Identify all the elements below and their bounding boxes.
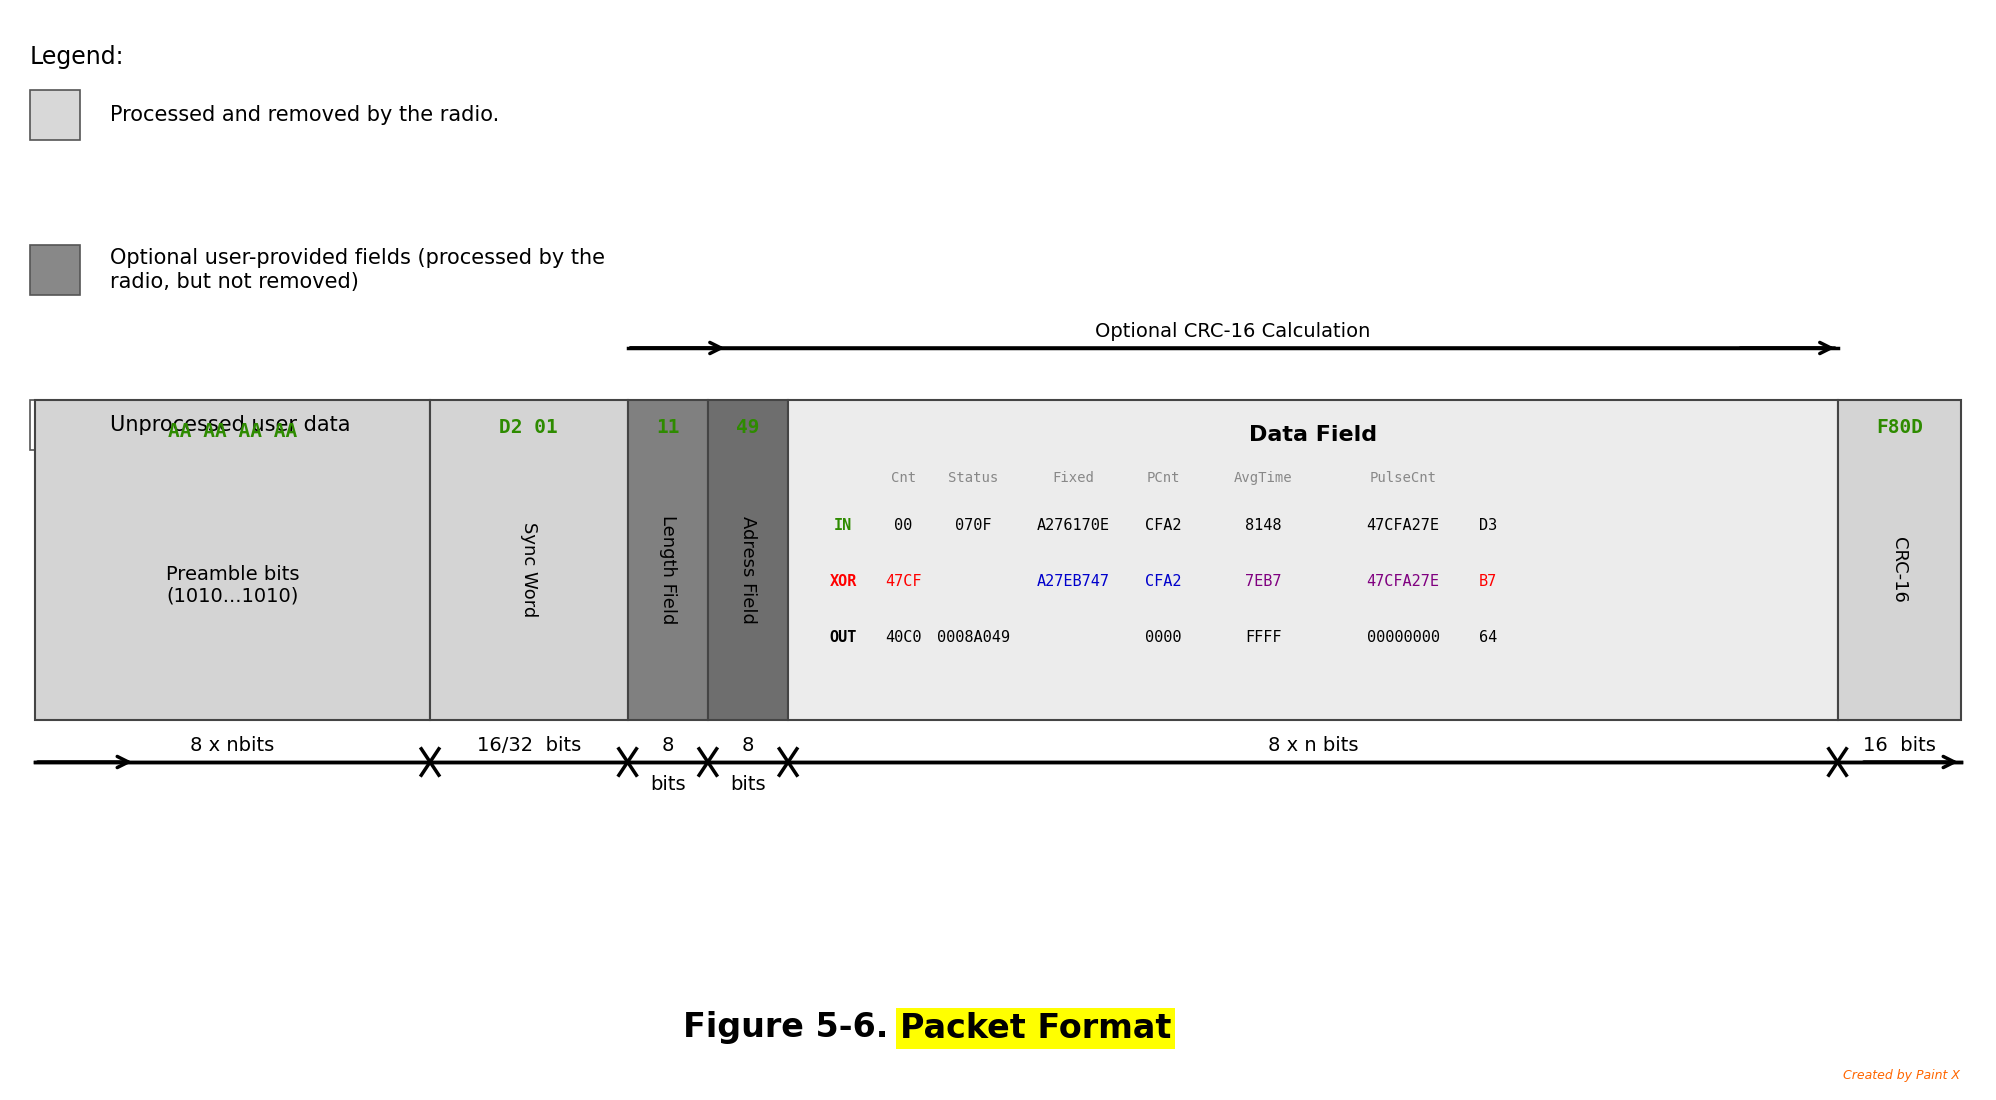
Text: 16  bits: 16 bits <box>1862 736 1936 755</box>
Text: bits: bits <box>731 776 766 794</box>
Text: 8 x nbits: 8 x nbits <box>190 736 275 755</box>
Text: F80D: F80D <box>1876 418 1922 437</box>
Text: Length Field: Length Field <box>659 515 677 625</box>
Text: 47CFA27E: 47CFA27E <box>1367 574 1439 590</box>
Text: Status: Status <box>948 471 998 485</box>
FancyBboxPatch shape <box>30 400 80 450</box>
Text: 00000000: 00000000 <box>1367 630 1439 646</box>
Text: D2 01: D2 01 <box>499 418 559 437</box>
Text: Packet Format: Packet Format <box>900 1012 1172 1045</box>
FancyBboxPatch shape <box>709 400 788 720</box>
Text: PulseCnt: PulseCnt <box>1369 471 1437 485</box>
Text: 070F: 070F <box>954 517 992 532</box>
Text: B7: B7 <box>1479 574 1497 590</box>
Text: Optional user-provided fields (processed by the
radio, but not removed): Optional user-provided fields (processed… <box>110 249 605 292</box>
Text: CFA2: CFA2 <box>1146 574 1182 590</box>
FancyBboxPatch shape <box>36 400 429 720</box>
FancyBboxPatch shape <box>788 400 1838 720</box>
Text: AvgTime: AvgTime <box>1234 471 1293 485</box>
Text: 8 x n bits: 8 x n bits <box>1267 736 1357 755</box>
Text: 7EB7: 7EB7 <box>1246 574 1281 590</box>
Text: Legend:: Legend: <box>30 45 124 69</box>
Text: AA AA AA AA: AA AA AA AA <box>168 422 297 441</box>
Text: Adress Field: Adress Field <box>739 516 756 624</box>
Text: Optional CRC-16 Calculation: Optional CRC-16 Calculation <box>1096 322 1371 341</box>
FancyBboxPatch shape <box>1838 400 1960 720</box>
Text: 49: 49 <box>737 418 760 437</box>
Text: IN: IN <box>834 517 852 532</box>
FancyBboxPatch shape <box>30 90 80 140</box>
Text: CFA2: CFA2 <box>1146 517 1182 532</box>
Text: Figure 5-6.: Figure 5-6. <box>683 1012 900 1045</box>
Text: OUT: OUT <box>830 630 856 646</box>
Text: Sync Word: Sync Word <box>519 522 537 617</box>
Text: XOR: XOR <box>830 574 856 590</box>
Text: Processed and removed by the radio.: Processed and removed by the radio. <box>110 104 499 125</box>
Text: 40C0: 40C0 <box>884 630 922 646</box>
Text: 0000: 0000 <box>1146 630 1182 646</box>
Text: 00: 00 <box>894 517 912 532</box>
Text: 0008A049: 0008A049 <box>936 630 1010 646</box>
Text: FFFF: FFFF <box>1246 630 1281 646</box>
Text: Fixed: Fixed <box>1052 471 1094 485</box>
FancyBboxPatch shape <box>429 400 627 720</box>
Text: 47CFA27E: 47CFA27E <box>1367 517 1439 532</box>
Text: 8: 8 <box>743 736 754 755</box>
FancyBboxPatch shape <box>30 245 80 295</box>
Text: 8: 8 <box>661 736 675 755</box>
Text: 11: 11 <box>657 418 679 437</box>
Text: bits: bits <box>651 776 685 794</box>
Text: PCnt: PCnt <box>1146 471 1180 485</box>
Text: Unprocessed user data: Unprocessed user data <box>110 415 351 434</box>
Text: 8148: 8148 <box>1246 517 1281 532</box>
Text: 64: 64 <box>1479 630 1497 646</box>
Text: D3: D3 <box>1479 517 1497 532</box>
Text: 47CF: 47CF <box>884 574 922 590</box>
Text: Created by Paint X: Created by Paint X <box>1842 1069 1960 1082</box>
Text: A276170E: A276170E <box>1036 517 1110 532</box>
Text: Cnt: Cnt <box>890 471 916 485</box>
Text: CRC-16: CRC-16 <box>1890 537 1908 603</box>
Text: A27EB747: A27EB747 <box>1036 574 1110 590</box>
FancyBboxPatch shape <box>627 400 709 720</box>
Text: Preamble bits
(1010...1010): Preamble bits (1010...1010) <box>166 564 299 605</box>
Text: 16/32  bits: 16/32 bits <box>477 736 581 755</box>
Text: Data Field: Data Field <box>1249 425 1377 446</box>
